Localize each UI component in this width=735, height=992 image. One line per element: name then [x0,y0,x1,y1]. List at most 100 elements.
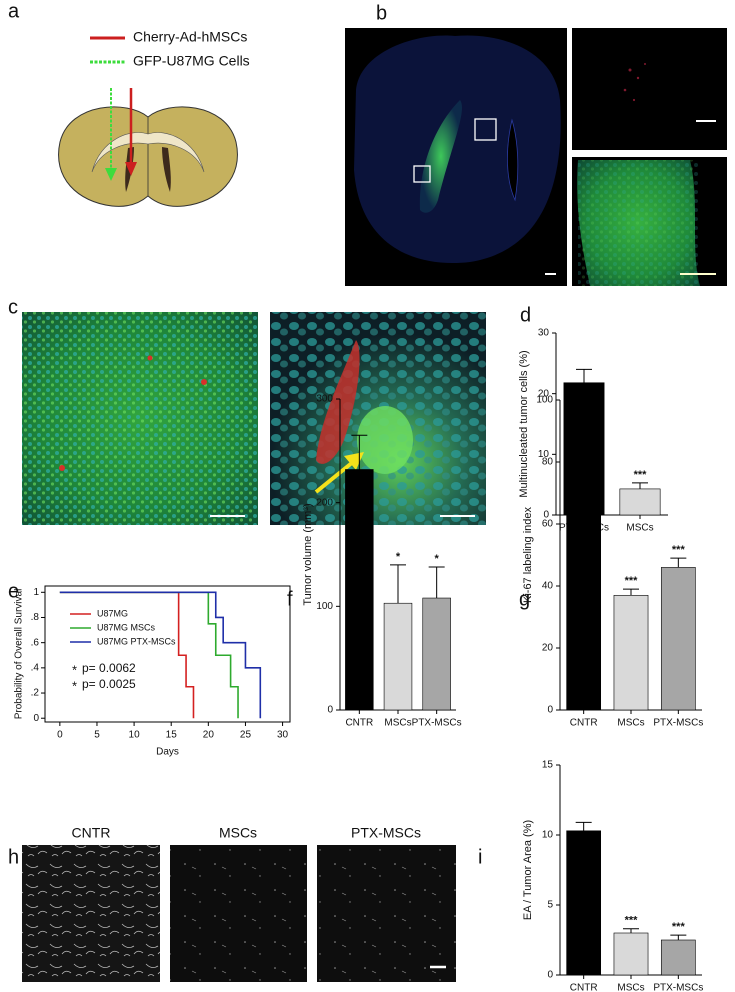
y-tick-label: 60 [542,519,554,530]
bar [619,488,661,516]
bar [383,602,413,711]
y-tick-label: .8 [31,612,40,623]
y-axis-label: Tumor volume (mm³) [302,503,314,605]
y-tick-label: 5 [547,900,553,911]
y-tick-label: .2 [31,688,40,699]
x-tick-label: 5 [94,730,100,741]
panel-label: a [8,0,20,22]
panel-label: g [519,588,530,610]
y-tick-label: 0 [547,970,553,981]
y-axis-label: Multinucleated tumor cells (%) [518,350,530,497]
panel-label: i [478,846,482,868]
panel-label: b [376,2,387,24]
bar [660,567,696,711]
y-axis-label: Ki-67 labeling index [522,506,534,603]
error-bar [670,557,687,568]
annotation-marker: * [72,678,77,693]
plot-frame [44,585,291,723]
error-bar [623,588,639,596]
x-tick-label: 30 [277,730,289,741]
y-tick-label: 0 [327,705,333,716]
x-tick-label: 0 [57,730,63,741]
y-tick-label: 20 [538,388,550,399]
x-tick-label: CNTR [570,983,598,992]
significance: *** [634,469,648,481]
panel-label: h [8,846,19,868]
x-tick-label: PTX-MSCs [653,718,703,729]
y-tick-label: 10 [542,830,554,841]
microscopy-b [345,28,727,286]
y-tick-label: 20 [542,643,554,654]
significance: *** [625,915,639,927]
y-tick-label: 0 [543,510,549,521]
annotation: p= 0.0025 [82,677,136,691]
x-tick-label: MSCs [384,718,411,729]
error-bar [575,441,592,456]
x-tick-label: MSCs [617,983,644,992]
brain-schematic [58,88,238,207]
significance: *** [672,921,686,933]
panel-label: c [8,296,18,318]
image-title: MSCs [219,825,257,841]
x-tick-label: 20 [203,730,215,741]
y-tick-label: 300 [316,394,333,405]
legend-label: Cherry-Ad-hMSCs [133,29,247,45]
x-tick-label: 10 [129,730,141,741]
bar [566,830,602,976]
x-tick-label: PTX-MSCs [653,983,703,992]
bar [660,939,696,976]
legend-label: GFP-U87MG Cells [133,53,250,69]
x-tick-label: 15 [166,730,178,741]
panel-label: d [520,304,531,326]
y-tick-label: 30 [538,328,550,339]
error-bar [575,821,592,831]
microscopy-h [22,845,456,982]
error-bar [390,564,406,604]
image-title: CNTR [72,825,111,841]
y-axis-label: Probability of Overall Survival [14,589,25,720]
microscopy-c [22,312,486,525]
error-bar [576,368,592,383]
significance: * [396,551,401,563]
bar [613,932,649,976]
y-tick-label: 1 [33,587,39,598]
bar [566,455,602,711]
x-axis-label: Days [156,747,179,758]
error-bar [351,434,368,470]
y-tick-label: 100 [536,395,553,406]
bar [422,597,451,711]
y-tick-label: 15 [542,760,554,771]
y-tick-label: .4 [31,662,40,673]
image-title: PTX-MSCs [351,825,421,841]
y-tick-label: 10 [538,449,550,460]
x-tick-label: CNTR [570,718,598,729]
significance: *** [625,575,639,587]
x-tick-label: MSCs [617,718,644,729]
error-bar [428,566,445,599]
legend-label: U87MG [97,608,128,618]
significance: *** [672,544,686,556]
x-tick-label: PTX-MSCs [412,718,462,729]
survival-line [59,591,262,719]
panel-label: e [8,580,19,602]
y-tick-label: 40 [542,581,554,592]
y-tick-label: .6 [31,637,40,648]
significance: * [435,553,440,565]
survival-line [59,591,239,719]
error-bar [670,934,687,940]
y-tick-label: 0 [33,713,39,724]
error-bar [632,482,648,489]
x-tick-label: CNTR [345,718,373,729]
y-tick-label: 100 [316,601,333,612]
legend-label: U87MG MSCs [97,622,156,632]
y-axis-label: EA / Tumor Area (%) [522,820,534,920]
bar [613,594,649,711]
y-tick-label: 80 [542,457,554,468]
bar [345,469,374,711]
legend-label: U87MG PTX-MSCs [97,636,176,646]
x-tick-label: MSCs [626,523,653,534]
y-tick-label: 200 [316,497,333,508]
x-tick-label: 25 [240,730,252,741]
